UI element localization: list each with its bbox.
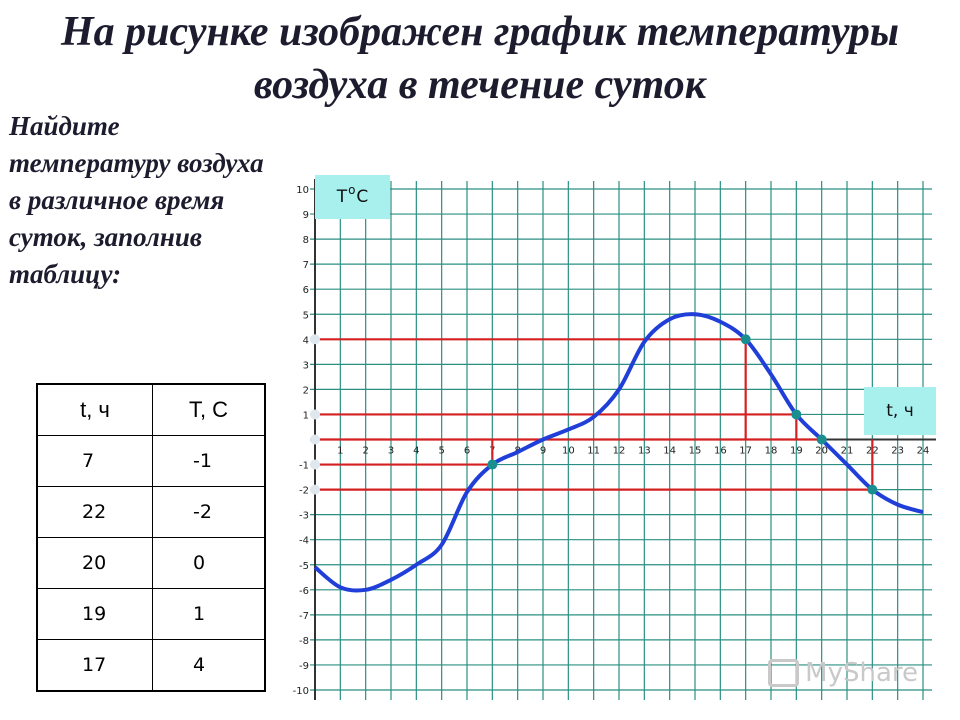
y-axis-label-pre: T — [336, 187, 348, 207]
y-tick-label: 8 — [303, 235, 309, 246]
axis-marker — [310, 484, 320, 495]
x-tick-label: 20 — [815, 446, 828, 457]
y-tick-label: -7 — [299, 611, 309, 622]
y-tick-label: -10 — [293, 686, 309, 697]
table-row: 20 0 — [36, 537, 266, 589]
answer-table: t, ч T, C 7 -1 22 -2 20 0 19 1 17 4 — [36, 383, 266, 692]
x-tick-label: 13 — [638, 446, 651, 457]
cell-time: 20 — [36, 537, 153, 589]
task-text: Найдите температуру воздуха в различное … — [9, 111, 264, 289]
x-tick-label: 4 — [413, 446, 419, 457]
x-tick-label: 1 — [337, 446, 343, 457]
table-row: 7 -1 — [36, 435, 266, 487]
header-time: t, ч — [36, 383, 153, 436]
axis-marker — [310, 409, 320, 420]
reading-point — [791, 409, 802, 420]
x-tick-label: 12 — [613, 446, 626, 457]
y-tick-label: 10 — [296, 185, 309, 196]
temperature-chart: 123456789101112131415161718192021222324-… — [293, 179, 936, 700]
x-tick-label: 3 — [388, 446, 394, 457]
y-tick-label: 2 — [303, 385, 309, 396]
cell-temperature: 1 — [152, 588, 266, 640]
x-tick-label: 23 — [891, 446, 904, 457]
x-tick-label: 9 — [540, 446, 546, 457]
x-axis-label: t, ч — [864, 387, 936, 435]
reading-point — [816, 434, 827, 445]
header-temperature: T, C — [152, 383, 266, 436]
reading-point — [740, 334, 751, 345]
y-tick-label: -8 — [299, 636, 309, 647]
y-tick-label: -5 — [299, 561, 309, 572]
y-tick-label: -9 — [299, 661, 309, 672]
slide-title: На рисунке изображен график температуры … — [60, 9, 900, 108]
y-tick-label: 6 — [303, 285, 309, 296]
table-header-row: t, ч T, C — [36, 383, 266, 436]
x-tick-label: 10 — [562, 446, 575, 457]
x-tick-label: 14 — [663, 446, 676, 457]
presentation-icon — [768, 659, 800, 687]
reading-point — [487, 459, 498, 470]
reading-point — [867, 484, 878, 495]
y-tick-label: -3 — [299, 511, 309, 522]
reading-guides — [315, 338, 874, 491]
watermark: MyShare — [768, 655, 918, 691]
y-tick-label: 9 — [303, 210, 309, 221]
x-tick-label: 16 — [714, 446, 727, 457]
cell-time: 7 — [36, 435, 153, 487]
cell-temperature: 4 — [152, 639, 266, 692]
x-tick-label: 6 — [464, 446, 470, 457]
cell-temperature: -2 — [152, 486, 266, 538]
x-tick-label: 18 — [765, 446, 778, 457]
x-tick-label: 24 — [917, 446, 930, 457]
x-tick-label: 19 — [790, 446, 803, 457]
cell-temperature: -1 — [152, 435, 266, 487]
x-tick-label: 15 — [689, 446, 702, 457]
watermark-text: MyShare — [805, 658, 918, 688]
table-row: 22 -2 — [36, 486, 266, 538]
y-tick-label: 5 — [303, 310, 309, 321]
x-tick-label: 17 — [739, 446, 752, 457]
y-tick-label: 4 — [303, 335, 309, 346]
table-row: 17 4 — [36, 639, 266, 692]
y-tick-label: -6 — [299, 586, 309, 597]
cell-time: 17 — [36, 639, 153, 692]
axis-marker — [310, 434, 320, 445]
x-tick-label: 2 — [362, 446, 368, 457]
y-tick-label: 7 — [303, 260, 309, 271]
table-row: 19 1 — [36, 588, 266, 640]
axis-marker — [310, 459, 320, 470]
x-tick-label: 5 — [438, 446, 444, 457]
chart-tick-labels: 123456789101112131415161718192021222324-… — [293, 185, 930, 697]
y-tick-label: -2 — [299, 486, 309, 497]
x-tick-label: 21 — [841, 446, 854, 457]
x-tick-label: 11 — [587, 446, 600, 457]
y-tick-label: -1 — [299, 461, 309, 472]
degree-sign: o — [348, 183, 356, 197]
y-tick-label: -4 — [299, 536, 309, 547]
reading-points — [310, 334, 878, 495]
cell-temperature: 0 — [152, 537, 266, 589]
y-axis-label-unit: C — [356, 187, 369, 207]
y-tick-label: 1 — [303, 410, 309, 421]
axis-marker — [310, 334, 320, 345]
cell-time: 19 — [36, 588, 153, 640]
cell-time: 22 — [36, 486, 153, 538]
y-tick-label: 3 — [303, 360, 309, 371]
